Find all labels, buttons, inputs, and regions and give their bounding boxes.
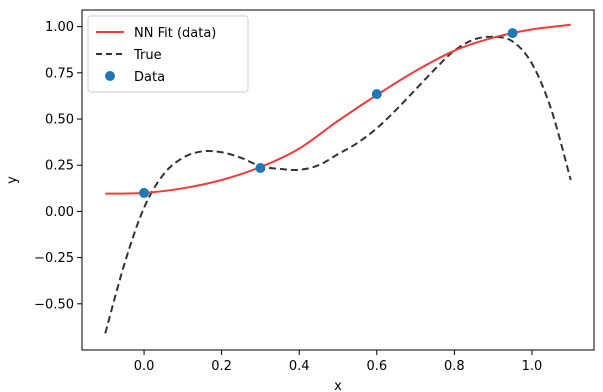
nn-fit-line — [105, 23, 571, 195]
legend-label-true: True — [133, 48, 162, 63]
x-axis-label: x — [334, 379, 342, 392]
y-axis-label: y — [5, 176, 20, 184]
y-tick-label: 1.00 — [45, 20, 74, 35]
y-tick-label: 0.25 — [45, 159, 74, 174]
data-point — [507, 28, 518, 39]
legend: NN Fit (data) True Data — [87, 15, 249, 93]
series-layer — [104, 23, 572, 334]
x-tick-label: 1.0 — [522, 359, 543, 374]
legend-swatch-data — [105, 71, 115, 81]
x-tick-label: 0.6 — [366, 359, 387, 374]
data-point — [371, 89, 382, 100]
axes-area — [81, 9, 595, 351]
data-point — [139, 187, 150, 198]
x-tick-label: 0.2 — [211, 359, 232, 374]
y-tick-label: −0.25 — [34, 251, 74, 266]
x-axis-ticks: 0.0 0.2 0.4 0.6 0.8 1.0 — [134, 350, 543, 374]
legend-box — [87, 15, 249, 93]
legend-label-data: Data — [134, 70, 165, 85]
x-tick-label: 0.0 — [134, 359, 155, 374]
legend-label-nn-fit: NN Fit (data) — [134, 26, 216, 41]
y-tick-label: −0.50 — [34, 297, 74, 312]
y-axis-ticks: 1.00 0.75 0.50 0.25 0.00 −0.25 −0.50 — [34, 20, 82, 312]
y-tick-label: 0.00 — [45, 205, 74, 220]
true-curve-line — [104, 35, 572, 334]
data-point — [255, 162, 266, 173]
plot-frame — [81, 9, 595, 351]
y-tick-label: 0.50 — [45, 113, 74, 128]
x-tick-label: 0.8 — [444, 359, 465, 374]
x-tick-label: 0.4 — [289, 359, 310, 374]
y-tick-label: 0.75 — [45, 66, 74, 81]
